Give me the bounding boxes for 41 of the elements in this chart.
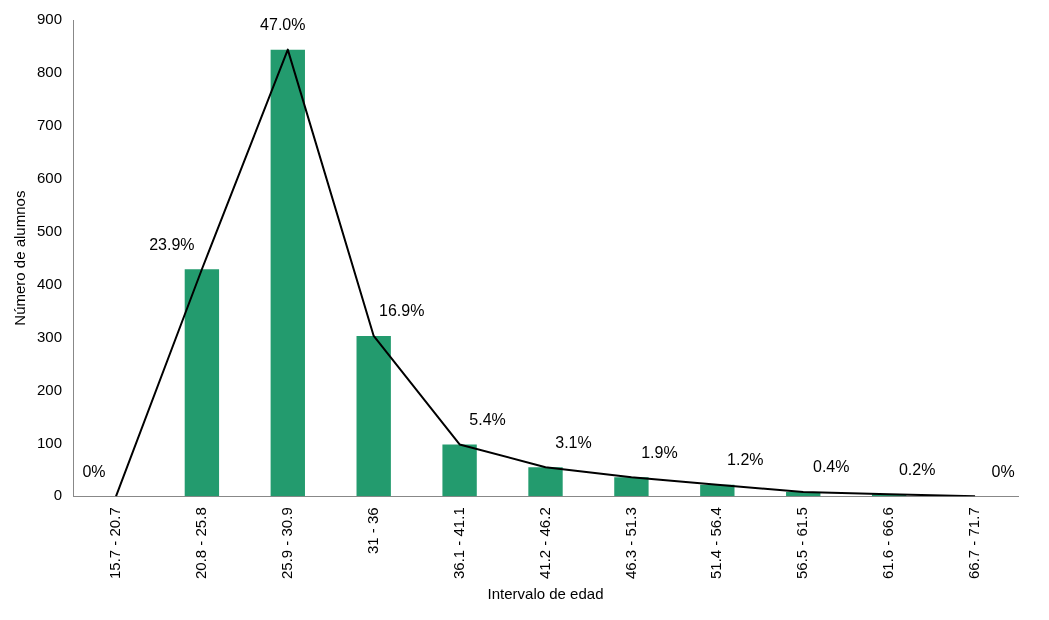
- x-tick-label: 31 - 36: [363, 507, 381, 554]
- y-tick-label: 800: [37, 63, 63, 81]
- annotation: 0%: [991, 462, 1015, 480]
- x-tick-label: 36.1 - 41.1: [449, 507, 467, 579]
- x-tick-label: 46.3 - 51.3: [621, 507, 639, 579]
- bar: [270, 49, 305, 497]
- annotation: 0.2%: [898, 460, 936, 478]
- x-axis-title: Intervalo de edad: [487, 585, 604, 603]
- x-tick-label: 61.6 - 66.6: [879, 507, 897, 579]
- annotation: 3.1%: [555, 433, 592, 451]
- annotation: 0%: [82, 462, 106, 480]
- y-tick-label: 200: [37, 380, 63, 398]
- annotation: 23.9%: [149, 235, 195, 253]
- y-tick-label: 600: [37, 168, 63, 186]
- x-tick-label: 25.9 - 30.9: [277, 507, 295, 579]
- annotation: 0.4%: [813, 458, 850, 476]
- annotation: 5.4%: [469, 410, 506, 428]
- y-axis-title: Número de alumnos: [11, 190, 29, 326]
- bar: [442, 444, 477, 497]
- bar: [356, 335, 391, 497]
- y-tick-label: 0: [53, 486, 63, 504]
- bar: [614, 477, 649, 497]
- annotation: 16.9%: [379, 302, 425, 320]
- bar: [700, 484, 735, 497]
- annotation: 1.9%: [641, 443, 678, 461]
- bar: [528, 467, 563, 497]
- x-tick-label: 41.2 - 46.2: [535, 507, 553, 579]
- y-tick-label: 900: [37, 10, 63, 28]
- annotation: 47.0%: [260, 16, 306, 34]
- x-tick-label: 20.8 - 25.8: [192, 507, 210, 579]
- y-tick-label: 100: [37, 433, 63, 451]
- annotation: 1.2%: [727, 451, 764, 469]
- y-tick-label: 300: [37, 327, 63, 345]
- x-tick-label: 51.4 - 56.4: [707, 507, 725, 579]
- y-tick-label: 400: [37, 274, 63, 292]
- y-tick-label: 500: [37, 221, 63, 239]
- y-tick-label: 700: [37, 115, 63, 133]
- bar: [184, 269, 220, 497]
- x-tick-label: 56.5 - 61.5: [793, 507, 811, 579]
- x-tick-label: 66.7 - 71.7: [965, 507, 983, 579]
- x-tick-label: 15.7 - 20.7: [106, 507, 124, 579]
